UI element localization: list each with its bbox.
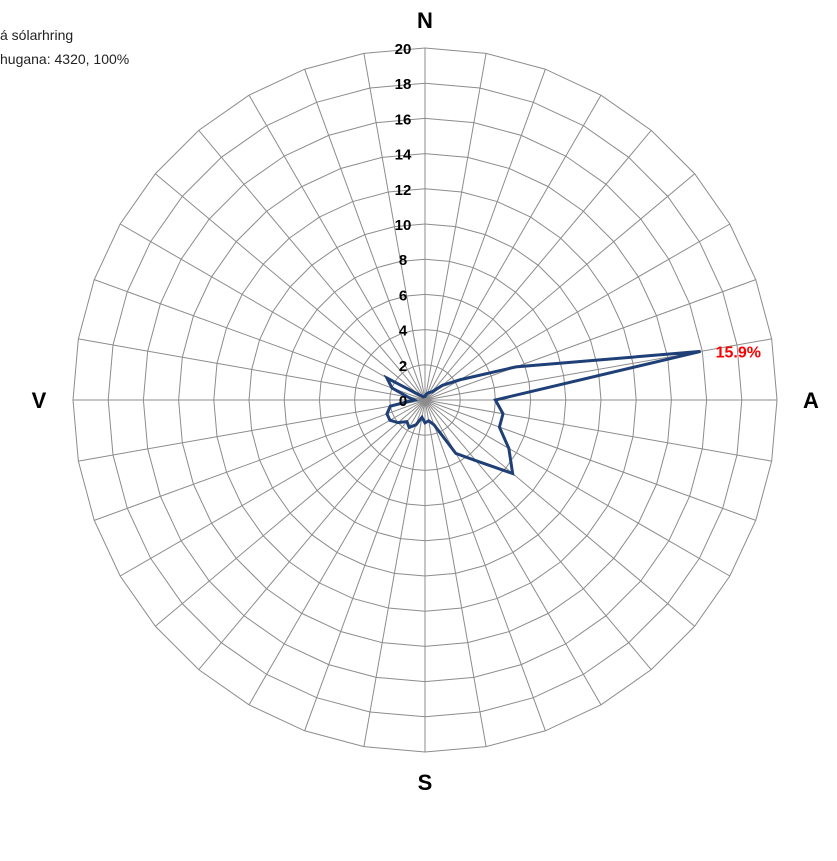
radial-tick-label: 8 <box>399 252 407 269</box>
series-line <box>387 351 701 473</box>
radial-tick-label: 12 <box>395 182 412 199</box>
radial-tick-label: 14 <box>395 147 412 164</box>
grid-spoke <box>425 400 695 626</box>
radial-tick-label: 2 <box>399 358 407 375</box>
grid-spoke <box>305 400 425 731</box>
chart-grid <box>73 48 777 752</box>
grid-spoke <box>425 69 545 400</box>
grid-spoke <box>425 174 695 400</box>
radial-tick-label: 4 <box>399 323 408 340</box>
direction-label-s: S <box>418 770 433 795</box>
radial-tick-label: 20 <box>395 41 412 58</box>
direction-label-a: A <box>803 388 819 413</box>
direction-label-v: V <box>32 388 47 413</box>
radial-tick-label: 10 <box>395 217 412 234</box>
radial-tick-label: 16 <box>395 111 412 128</box>
radial-tick-label: 0 <box>399 393 407 410</box>
direction-label-n: N <box>417 8 433 33</box>
grid-spoke <box>425 280 756 400</box>
grid-spoke <box>155 174 425 400</box>
grid-spoke <box>155 400 425 626</box>
radial-tick-label: 6 <box>399 287 407 304</box>
grid-spoke <box>94 400 425 520</box>
grid-spoke <box>199 400 425 670</box>
grid-spoke <box>425 400 651 670</box>
radial-tick-label: 18 <box>395 76 412 93</box>
chart-series <box>387 351 701 473</box>
grid-spoke <box>94 280 425 400</box>
grid-spoke <box>199 130 425 400</box>
peak-data-label: 15.9% <box>716 344 761 361</box>
grid-spoke <box>425 400 545 731</box>
